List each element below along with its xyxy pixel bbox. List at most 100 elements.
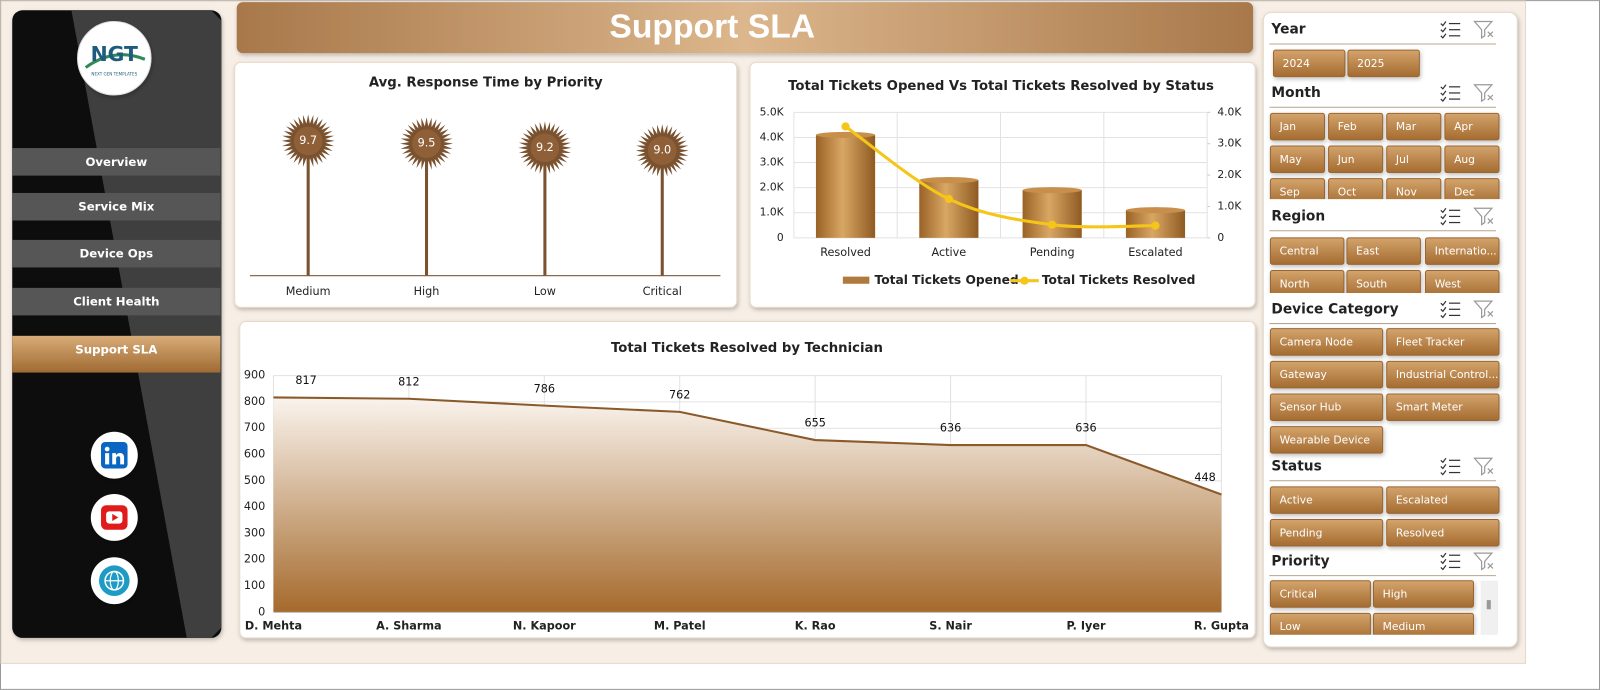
- multiselect-icon[interactable]: [1440, 457, 1461, 476]
- slicer-item[interactable]: Apr: [1454, 120, 1473, 133]
- slicer-button-bg[interactable]: [1372, 612, 1474, 640]
- slicer-button[interactable]: Smart Meter: [1386, 393, 1500, 422]
- nav-button[interactable]: [12, 148, 221, 176]
- slicer-button[interactable]: Low: [1269, 612, 1371, 640]
- multiselect-icon[interactable]: [1440, 84, 1461, 103]
- slicer-button[interactable]: Fleet Tracker: [1386, 328, 1500, 356]
- slicer-item[interactable]: Dec: [1454, 185, 1475, 198]
- slicer-button-bg[interactable]: [1269, 426, 1384, 454]
- slicer-item[interactable]: Central: [1280, 245, 1319, 258]
- slicer-button-bg[interactable]: [1386, 178, 1442, 206]
- clear-filter-icon[interactable]: [1473, 20, 1494, 40]
- slicer-item[interactable]: Camera Node: [1280, 335, 1354, 348]
- slicer-button-bg[interactable]: [1425, 270, 1500, 298]
- slicer-button[interactable]: East: [1346, 237, 1421, 265]
- slicer-button[interactable]: Internatio...: [1425, 237, 1500, 265]
- slicer-item[interactable]: Pending: [1280, 526, 1323, 539]
- slicer-button[interactable]: North: [1269, 270, 1345, 298]
- slicer-button-bg[interactable]: [1347, 49, 1420, 78]
- slicer-item[interactable]: May: [1280, 153, 1303, 166]
- slicer-button-bg[interactable]: [1372, 580, 1474, 608]
- slicer-button[interactable]: May: [1269, 145, 1326, 174]
- slicer-button-bg[interactable]: [1444, 112, 1500, 141]
- slicer-item[interactable]: Sensor Hub: [1280, 401, 1342, 414]
- clear-filter-icon[interactable]: [1473, 84, 1494, 103]
- clear-filter-icon[interactable]: [1473, 207, 1494, 226]
- slicer-item[interactable]: Active: [1280, 494, 1314, 507]
- nav-item[interactable]: Service Mix: [12, 192, 221, 221]
- nav-label[interactable]: Service Mix: [78, 200, 154, 214]
- nav-button[interactable]: [12, 287, 221, 316]
- slicer-button-bg[interactable]: [1269, 580, 1371, 608]
- slicer-item[interactable]: Wearable Device: [1280, 433, 1371, 446]
- slicer-item[interactable]: Internatio...: [1435, 245, 1497, 258]
- clear-filter-icon[interactable]: [1473, 300, 1494, 319]
- slicer-item[interactable]: Feb: [1338, 120, 1357, 133]
- slicer-button[interactable]: Aug: [1444, 145, 1500, 174]
- slicer-button[interactable]: Resolved: [1386, 518, 1500, 547]
- slicer-button-bg[interactable]: [1269, 112, 1326, 141]
- slicer-button-bg[interactable]: [1328, 178, 1384, 206]
- slicer-button-bg[interactable]: [1328, 112, 1384, 141]
- slicer-button-bg[interactable]: [1386, 518, 1500, 547]
- slicer-item[interactable]: 2024: [1283, 57, 1310, 70]
- slicer-button[interactable]: Nov: [1386, 178, 1442, 206]
- slicer-button-bg[interactable]: [1328, 145, 1384, 174]
- nav-label[interactable]: Client Health: [73, 295, 159, 309]
- slicer-item[interactable]: Resolved: [1396, 526, 1444, 539]
- slicer-button-bg[interactable]: [1386, 112, 1442, 141]
- slicer-button-bg[interactable]: [1386, 360, 1500, 389]
- social-icon[interactable]: [90, 431, 138, 479]
- slicer-button[interactable]: Sep: [1269, 178, 1325, 206]
- nav-item[interactable]: Client Health: [12, 287, 221, 316]
- slicer-button-bg[interactable]: [1269, 145, 1326, 174]
- slicer-item[interactable]: Sep: [1280, 185, 1300, 198]
- slicer-button-bg[interactable]: [1269, 360, 1384, 389]
- slicer-item[interactable]: Jan: [1279, 120, 1297, 133]
- nav-item[interactable]: Device Ops: [12, 239, 221, 268]
- slicer-button-bg[interactable]: [1272, 49, 1346, 78]
- slicer-button[interactable]: South: [1346, 270, 1421, 298]
- slicer-button-bg[interactable]: [1386, 393, 1500, 422]
- nav-button[interactable]: [12, 239, 221, 268]
- slicer-button-bg[interactable]: [1386, 328, 1500, 356]
- slicer-button-bg[interactable]: [1386, 486, 1500, 514]
- slicer-item[interactable]: High: [1383, 587, 1408, 600]
- slicer-button[interactable]: Oct: [1328, 178, 1384, 206]
- nav-item[interactable]: Support SLA: [12, 335, 221, 373]
- slicer-button[interactable]: 2025: [1347, 49, 1420, 78]
- slicer-button[interactable]: Jun: [1328, 145, 1384, 174]
- slicer-button-bg[interactable]: [1269, 178, 1325, 206]
- slicer-button[interactable]: Mar: [1386, 112, 1442, 141]
- nav-label[interactable]: Overview: [85, 155, 147, 169]
- nav-button[interactable]: [12, 192, 221, 221]
- slicer-button-bg[interactable]: [1269, 393, 1384, 422]
- slicer-item[interactable]: Industrial Control...: [1396, 368, 1499, 381]
- multiselect-icon[interactable]: [1440, 21, 1461, 39]
- slicer-button[interactable]: Pending: [1269, 518, 1384, 547]
- multiselect-icon[interactable]: [1440, 300, 1461, 319]
- slicer-button[interactable]: Camera Node: [1269, 328, 1384, 356]
- slicer-button-bg[interactable]: [1425, 237, 1500, 265]
- slicer-button[interactable]: Apr: [1444, 112, 1500, 141]
- nav-label[interactable]: Device Ops: [80, 247, 154, 261]
- slicer-item[interactable]: Smart Meter: [1396, 401, 1463, 414]
- slicer-button[interactable]: Active: [1269, 486, 1384, 514]
- slicer-item[interactable]: Fleet Tracker: [1396, 335, 1465, 348]
- slicer-item[interactable]: Aug: [1454, 153, 1475, 166]
- slicer-item[interactable]: South: [1356, 277, 1387, 290]
- slicer-button-bg[interactable]: [1269, 518, 1384, 547]
- slicer-item[interactable]: Escalated: [1396, 494, 1448, 507]
- slicer-button-bg[interactable]: [1444, 145, 1500, 174]
- slicer-item[interactable]: Low: [1280, 620, 1301, 633]
- slicer-item[interactable]: Mar: [1396, 120, 1417, 133]
- slicer-button[interactable]: Jul: [1386, 145, 1442, 174]
- slicer-button[interactable]: Jan: [1269, 112, 1326, 141]
- nav-label[interactable]: Support SLA: [75, 343, 158, 357]
- slicer-item[interactable]: Gateway: [1280, 368, 1328, 381]
- slicer-button[interactable]: Medium: [1372, 612, 1474, 640]
- slicer-button[interactable]: 2024: [1272, 49, 1346, 78]
- slicer-button-bg[interactable]: [1444, 178, 1500, 206]
- nav-button[interactable]: [12, 335, 221, 373]
- slicer-button-bg[interactable]: [1269, 486, 1384, 514]
